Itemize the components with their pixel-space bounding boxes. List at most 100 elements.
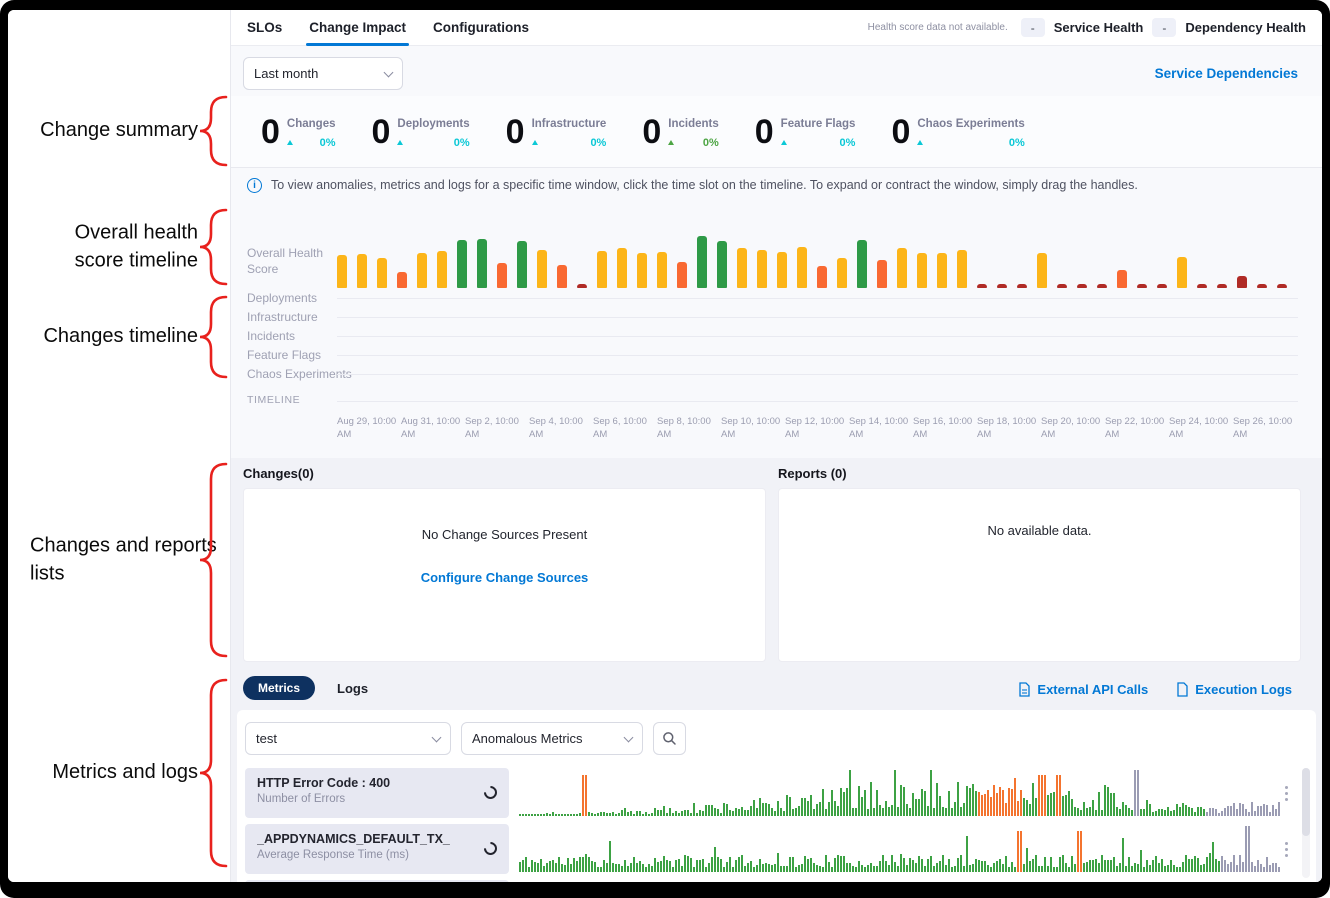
health-score-bar[interactable] — [437, 251, 447, 288]
execution-logs-link[interactable]: Execution Logs — [1176, 682, 1292, 697]
stat-count: 0 — [642, 112, 662, 151]
health-score-bar[interactable] — [1137, 284, 1147, 288]
external-api-calls-link[interactable]: External API Calls — [1018, 682, 1148, 697]
health-score-bar[interactable] — [937, 253, 947, 288]
timeline-date-label: Sep 14, 10:00 AM — [849, 416, 909, 440]
health-score-bar[interactable] — [1037, 253, 1047, 288]
health-score-bar[interactable] — [477, 239, 487, 288]
health-score-bar[interactable] — [697, 236, 707, 288]
metric-card-http-error-code-400[interactable]: HTTP Error Code : 400 Number of Errors — [245, 768, 509, 818]
health-score-bar[interactable] — [917, 253, 927, 288]
health-score-bar[interactable] — [1257, 284, 1267, 288]
sparkline-bar — [1050, 857, 1052, 872]
tab-logs[interactable]: Logs — [337, 680, 369, 696]
sparkline-bar — [885, 861, 887, 872]
health-score-bar[interactable] — [1177, 257, 1187, 288]
metric-title: HTTP Error Code : 400 — [257, 776, 391, 790]
health-score-bar[interactable] — [577, 284, 587, 288]
sparkline-bar — [1056, 775, 1058, 816]
health-score-bar[interactable] — [617, 248, 627, 288]
metric-filter-select[interactable]: Anomalous Metrics — [461, 722, 643, 755]
health-score-bar[interactable] — [457, 240, 467, 288]
health-score-bar[interactable] — [797, 247, 807, 288]
tab-list: SLOs Change Impact Configurations — [247, 10, 556, 46]
sparkline-bar — [804, 798, 806, 816]
health-score-bar[interactable] — [517, 241, 527, 288]
sparkline-bar — [957, 858, 959, 872]
health-score-bar[interactable] — [1097, 284, 1107, 288]
health-score-bar[interactable] — [557, 265, 567, 288]
tab-change-impact[interactable]: Change Impact — [306, 10, 409, 46]
health-score-bar[interactable] — [497, 263, 507, 288]
health-score-bar[interactable] — [877, 260, 887, 288]
health-score-bar[interactable] — [1117, 270, 1127, 288]
metric-row-menu-button[interactable] — [1283, 768, 1290, 818]
health-score-bar[interactable] — [1217, 284, 1227, 288]
health-score-bar[interactable] — [897, 248, 907, 288]
health-score-bar[interactable] — [737, 248, 747, 288]
health-score-bar[interactable] — [597, 251, 607, 288]
sparkline-bar — [1125, 805, 1127, 816]
sparkline-bar — [1014, 778, 1016, 816]
search-button[interactable] — [653, 722, 686, 755]
health-score-bar[interactable] — [1237, 276, 1247, 288]
health-score-bar[interactable] — [837, 258, 847, 288]
annotation-label-metrics-and-logs: Metrics and logs — [52, 761, 198, 784]
health-score-bar[interactable] — [717, 241, 727, 288]
sparkline-bar — [1020, 831, 1022, 872]
sparkline-bar — [855, 867, 857, 872]
time-range-select[interactable]: Last month — [243, 57, 403, 90]
tab-metrics[interactable]: Metrics — [243, 676, 316, 700]
health-score-bar[interactable] — [397, 272, 407, 288]
health-score-bar[interactable] — [777, 252, 787, 288]
metric-sparkline[interactable] — [519, 768, 1281, 818]
metric-row-menu-button[interactable] — [1283, 824, 1290, 874]
health-score-bar[interactable] — [817, 266, 827, 288]
health-score-bar[interactable] — [1157, 284, 1167, 288]
sparkline-bar — [522, 860, 524, 872]
health-score-bar[interactable] — [337, 255, 347, 288]
health-score-bar[interactable] — [417, 253, 427, 288]
sparkline-bar — [1173, 865, 1175, 872]
timeline-label: TIMELINE — [247, 394, 301, 406]
metrics-scrollbar-thumb[interactable] — [1302, 768, 1310, 837]
sparkline-bar — [765, 803, 767, 816]
sparkline-bar — [1176, 867, 1178, 872]
health-score-bar[interactable] — [997, 284, 1007, 288]
health-score-bar[interactable] — [357, 254, 367, 288]
service-dependencies-link[interactable]: Service Dependencies — [1154, 66, 1298, 81]
annotation-layer: Change summary Overall health score timeli… — [8, 10, 230, 882]
health-score-bar[interactable] — [657, 252, 667, 288]
health-score-bar[interactable] — [677, 262, 687, 288]
configure-change-sources-link[interactable]: Configure Change Sources — [420, 570, 589, 585]
health-score-bar[interactable] — [1277, 284, 1287, 288]
sparkline-bar — [900, 854, 902, 872]
sparkline-bar — [1239, 855, 1241, 872]
metric-subtitle: Average Response Time (ms) — [257, 849, 409, 861]
health-score-bar[interactable] — [1197, 284, 1207, 288]
health-score-bar[interactable] — [377, 258, 387, 288]
metric-sparkline[interactable] — [519, 824, 1281, 874]
sparkline-bar — [708, 805, 710, 816]
tab-slos[interactable]: SLOs — [247, 20, 283, 35]
health-score-bar[interactable] — [757, 250, 767, 288]
sparkline-bar — [600, 812, 602, 816]
tab-configurations[interactable]: Configurations — [433, 20, 530, 35]
health-score-bar[interactable] — [957, 250, 967, 288]
health-score-bar[interactable] — [977, 284, 987, 288]
health-score-bar[interactable] — [1077, 284, 1087, 288]
health-score-bar[interactable] — [1017, 284, 1027, 288]
metric-card-appdynamics-default-tx[interactable]: _APPDYNAMICS_DEFAULT_TX_ Average Response… — [245, 824, 509, 874]
service-filter-select[interactable]: test — [245, 722, 451, 755]
health-score-bar[interactable] — [637, 253, 647, 288]
health-score-bar[interactable] — [537, 250, 547, 288]
sparkline-bar — [1098, 792, 1100, 816]
metric-row-list: HTTP Error Code : 400 Number of Errors _AP… — [245, 768, 1290, 882]
health-score-bar[interactable] — [857, 240, 867, 288]
health-score-bar[interactable] — [1057, 284, 1067, 288]
sparkline-bar — [1161, 859, 1163, 872]
sparkline-bar — [687, 810, 689, 816]
sparkline-bar — [561, 864, 563, 872]
sparkline-bar — [537, 814, 539, 816]
sparkline-bar — [972, 784, 974, 816]
